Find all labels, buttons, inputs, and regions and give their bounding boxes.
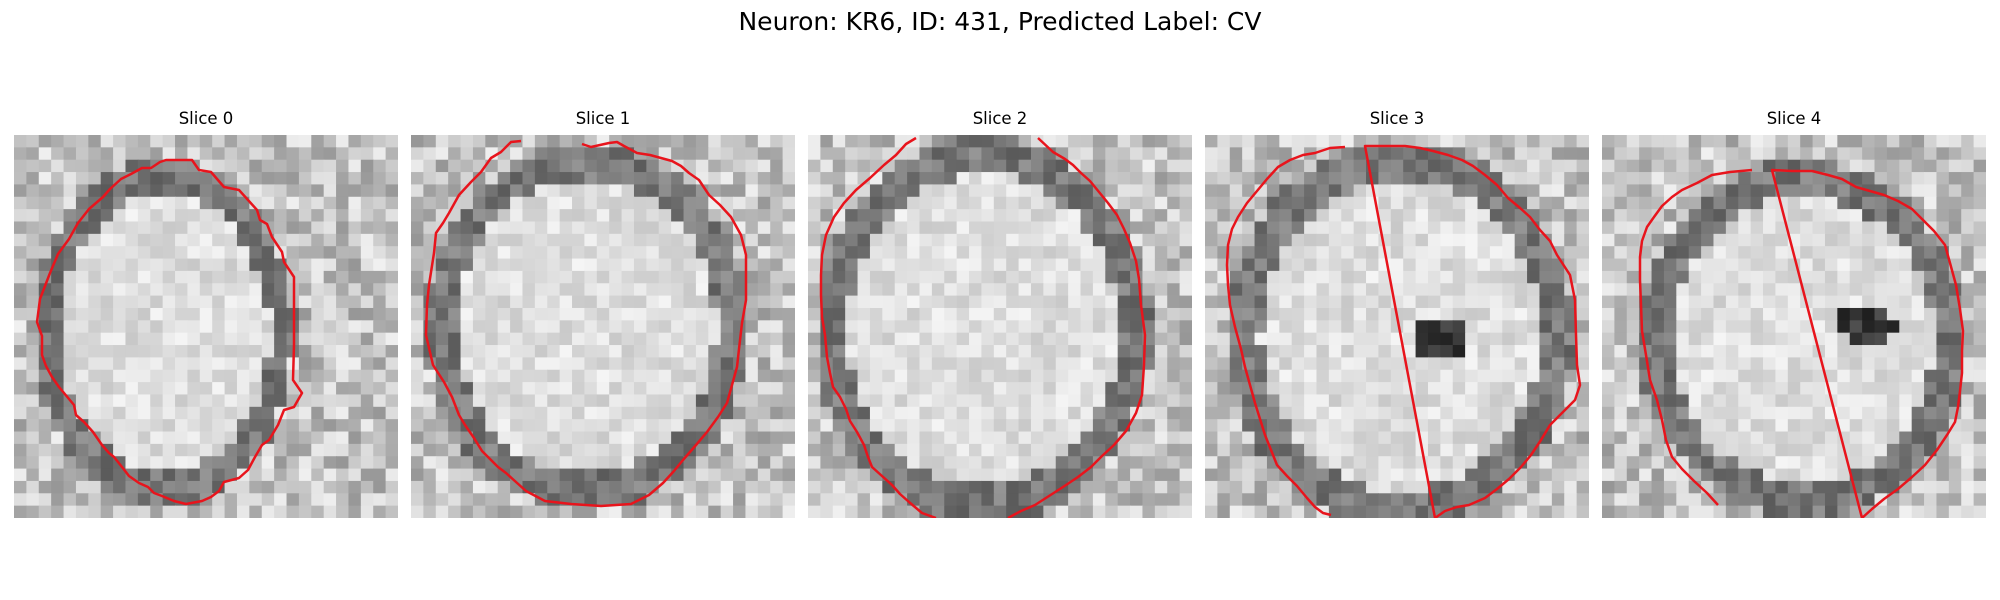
cell-contour-1 <box>424 139 748 508</box>
figure-title: Neuron: KR6, ID: 431, Predicted Label: C… <box>738 7 1262 36</box>
slice-panel-4: Slice 4 <box>1602 108 1986 518</box>
em-texture <box>808 135 1192 518</box>
slice-image-3 <box>1205 135 1589 518</box>
cell-contour-0 <box>35 158 304 506</box>
slice-panel-3: Slice 3 <box>1205 108 1589 518</box>
slice-title-3: Slice 3 <box>1369 109 1425 128</box>
slice-title-0: Slice 0 <box>178 109 234 128</box>
slice-title-4: Slice 4 <box>1766 109 1822 128</box>
slice-title-2: Slice 2 <box>972 109 1028 128</box>
slice-image-2 <box>808 135 1192 518</box>
cell-contour-3 <box>1225 144 1582 518</box>
slice-image-1 <box>411 135 795 518</box>
slice-image-0 <box>14 135 398 518</box>
em-texture <box>411 135 795 518</box>
slice-panel-2: Slice 2 <box>808 108 1192 518</box>
cell-contour-2 <box>819 136 937 518</box>
em-texture <box>1205 135 1589 518</box>
slice-panel-0: Slice 0 <box>14 108 398 518</box>
slice-panel-1: Slice 1 <box>411 108 795 518</box>
slice-image-4 <box>1602 135 1986 518</box>
slice-title-1: Slice 1 <box>575 109 631 128</box>
cell-contour-4 <box>1638 168 1965 518</box>
cell-contour-2b <box>1007 137 1147 518</box>
em-texture <box>14 135 398 518</box>
